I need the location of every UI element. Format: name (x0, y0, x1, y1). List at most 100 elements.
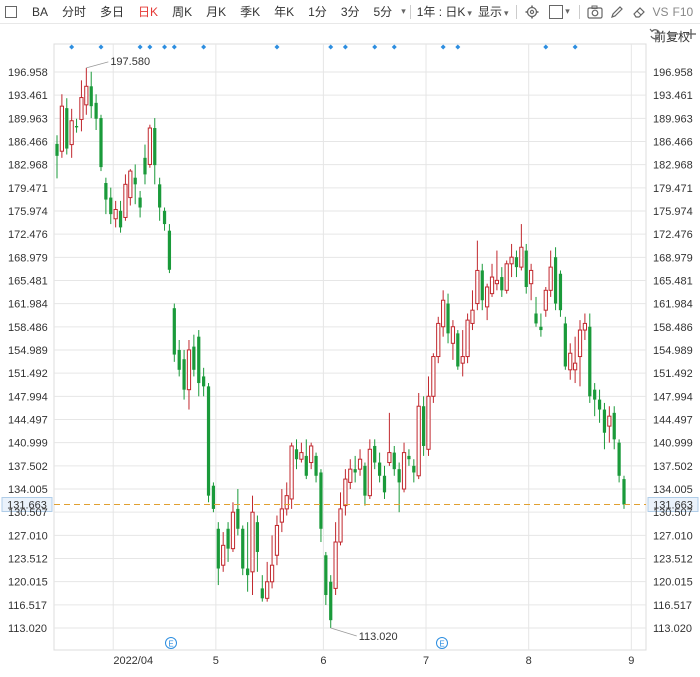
y-tick-label-right: 144.497 (653, 414, 693, 426)
candle-body-down (143, 157, 147, 175)
tab-multi-day[interactable]: 多日 (100, 5, 125, 19)
y-tick-label-left: 151.492 (8, 368, 48, 380)
candle-body-up (265, 581, 270, 599)
y-tick-label-right: 113.020 (653, 623, 692, 635)
y-tick-label-left: 130.507 (8, 507, 48, 519)
y-tick-label-left: 168.979 (8, 252, 48, 264)
event-marker (440, 44, 446, 50)
candle-body-down (412, 465, 416, 473)
candle-body-down (602, 409, 607, 433)
y-tick-label-left: 147.994 (8, 391, 48, 403)
earnings-marker-letter: E (168, 640, 173, 649)
candle-body-down (329, 581, 333, 621)
y-tick-label-right: 161.984 (653, 299, 693, 311)
candle-body-down (534, 313, 538, 324)
candle-body-up (548, 266, 553, 291)
camera-icon[interactable] (585, 2, 605, 22)
candle-body-down (397, 469, 401, 483)
symbol-label[interactable]: BA (32, 4, 49, 19)
tab-daily-k[interactable]: 日K (138, 5, 159, 19)
candle-body-down (539, 326, 543, 331)
eraser-icon[interactable] (629, 2, 649, 22)
tab-weekly-k[interactable]: 周K (172, 5, 193, 19)
adjust-mode-button[interactable]: 前复权 (653, 30, 690, 44)
candle-body-down (480, 270, 484, 301)
candle-body-up (230, 511, 236, 550)
panel-toggle-icon[interactable] (5, 5, 17, 18)
y-tick-label-left: 186.466 (8, 136, 48, 148)
event-marker (391, 44, 397, 50)
event-marker (543, 44, 549, 50)
zoom-in-icon[interactable] (684, 27, 698, 41)
candle-body-up (543, 289, 548, 311)
candle-body-down (353, 469, 357, 473)
candle-body-down (55, 143, 59, 156)
tab-1min[interactable]: 1分 (308, 5, 327, 19)
candle-body-down (612, 412, 616, 440)
candle-body-down (226, 528, 230, 549)
tab-intraday[interactable]: 分时 (62, 5, 87, 19)
candle-body-up (529, 269, 534, 285)
f10-button[interactable]: F10 (672, 4, 694, 19)
candle-body-down (377, 462, 382, 476)
low-annotation: 113.020 (359, 631, 398, 643)
y-tick-label-right: 134.005 (653, 484, 693, 496)
zoom-out-icon[interactable] (666, 27, 680, 41)
compare-checkbox[interactable]: ▾ (544, 2, 574, 22)
candle-body-down (99, 118, 103, 168)
y-tick-label-right: 189.963 (653, 113, 693, 125)
undo-icon[interactable] (648, 27, 662, 41)
event-marker (162, 44, 168, 50)
candle-body-up (431, 356, 436, 397)
display-select[interactable]: 显示 ▾ (474, 3, 513, 20)
candle-body-up (485, 286, 490, 308)
more-periods-caret-icon[interactable]: ▾ (401, 6, 406, 16)
tab-yearly-k[interactable]: 年K (274, 5, 295, 19)
y-tick-label-right: 158.486 (653, 322, 693, 334)
candle-body-down (74, 126, 79, 128)
candle-body-down (158, 184, 162, 208)
vs-button[interactable]: VS (652, 4, 669, 19)
candle-body-down (206, 386, 211, 496)
y-tick-label-left: 196.958 (8, 67, 48, 79)
candle-body-up (519, 246, 524, 268)
tab-quarterly-k[interactable]: 季K (240, 5, 261, 19)
x-tick-label: 5 (213, 655, 219, 667)
y-tick-label-right: 123.512 (653, 554, 693, 566)
chart-toolbar: BA 分时 多日 日K 周K 月K 季K 年K 1分 3分 5分 ▾ 1年 : … (0, 0, 700, 24)
candle-body-down (617, 442, 621, 476)
tab-monthly-k[interactable]: 月K (206, 5, 227, 19)
candle-body-down (236, 508, 240, 529)
pencil-icon[interactable] (607, 2, 627, 22)
y-tick-label-left: 158.486 (8, 322, 48, 334)
candle-body-up (186, 349, 192, 391)
event-marker (372, 44, 378, 50)
candle-body-down (446, 303, 450, 334)
low-leader-line (330, 627, 357, 637)
tab-5min[interactable]: 5分 (373, 5, 393, 19)
y-tick-label-right: 168.979 (653, 252, 693, 264)
candle-body-down (177, 349, 181, 370)
candle-body-up (269, 564, 275, 583)
candle-body-down (118, 210, 123, 228)
display-select-value: 显示 (477, 5, 502, 19)
range-select[interactable]: 1年 : 日K ▾ (415, 3, 474, 20)
candle-body-down (500, 277, 504, 291)
candle-body-up (494, 279, 500, 285)
current-price-label-right: 131.663 (653, 500, 693, 512)
y-tick-label-left: 189.963 (8, 113, 48, 125)
y-tick-label-left: 137.502 (8, 461, 48, 473)
event-marker (171, 44, 177, 50)
tab-3min[interactable]: 3分 (340, 5, 360, 19)
high-annotation: 197.580 (110, 56, 150, 68)
y-tick-label-right: 193.461 (653, 90, 693, 102)
settings-gear-icon[interactable] (522, 2, 542, 22)
candle-body-up (338, 508, 343, 543)
candle-body-up (59, 105, 65, 152)
candle-body-up (128, 170, 133, 199)
candle-body-down (167, 230, 172, 270)
y-tick-label-left: 165.481 (8, 276, 48, 288)
event-marker (455, 44, 461, 50)
candle-body-down (172, 308, 176, 355)
candle-body-down (294, 449, 299, 460)
